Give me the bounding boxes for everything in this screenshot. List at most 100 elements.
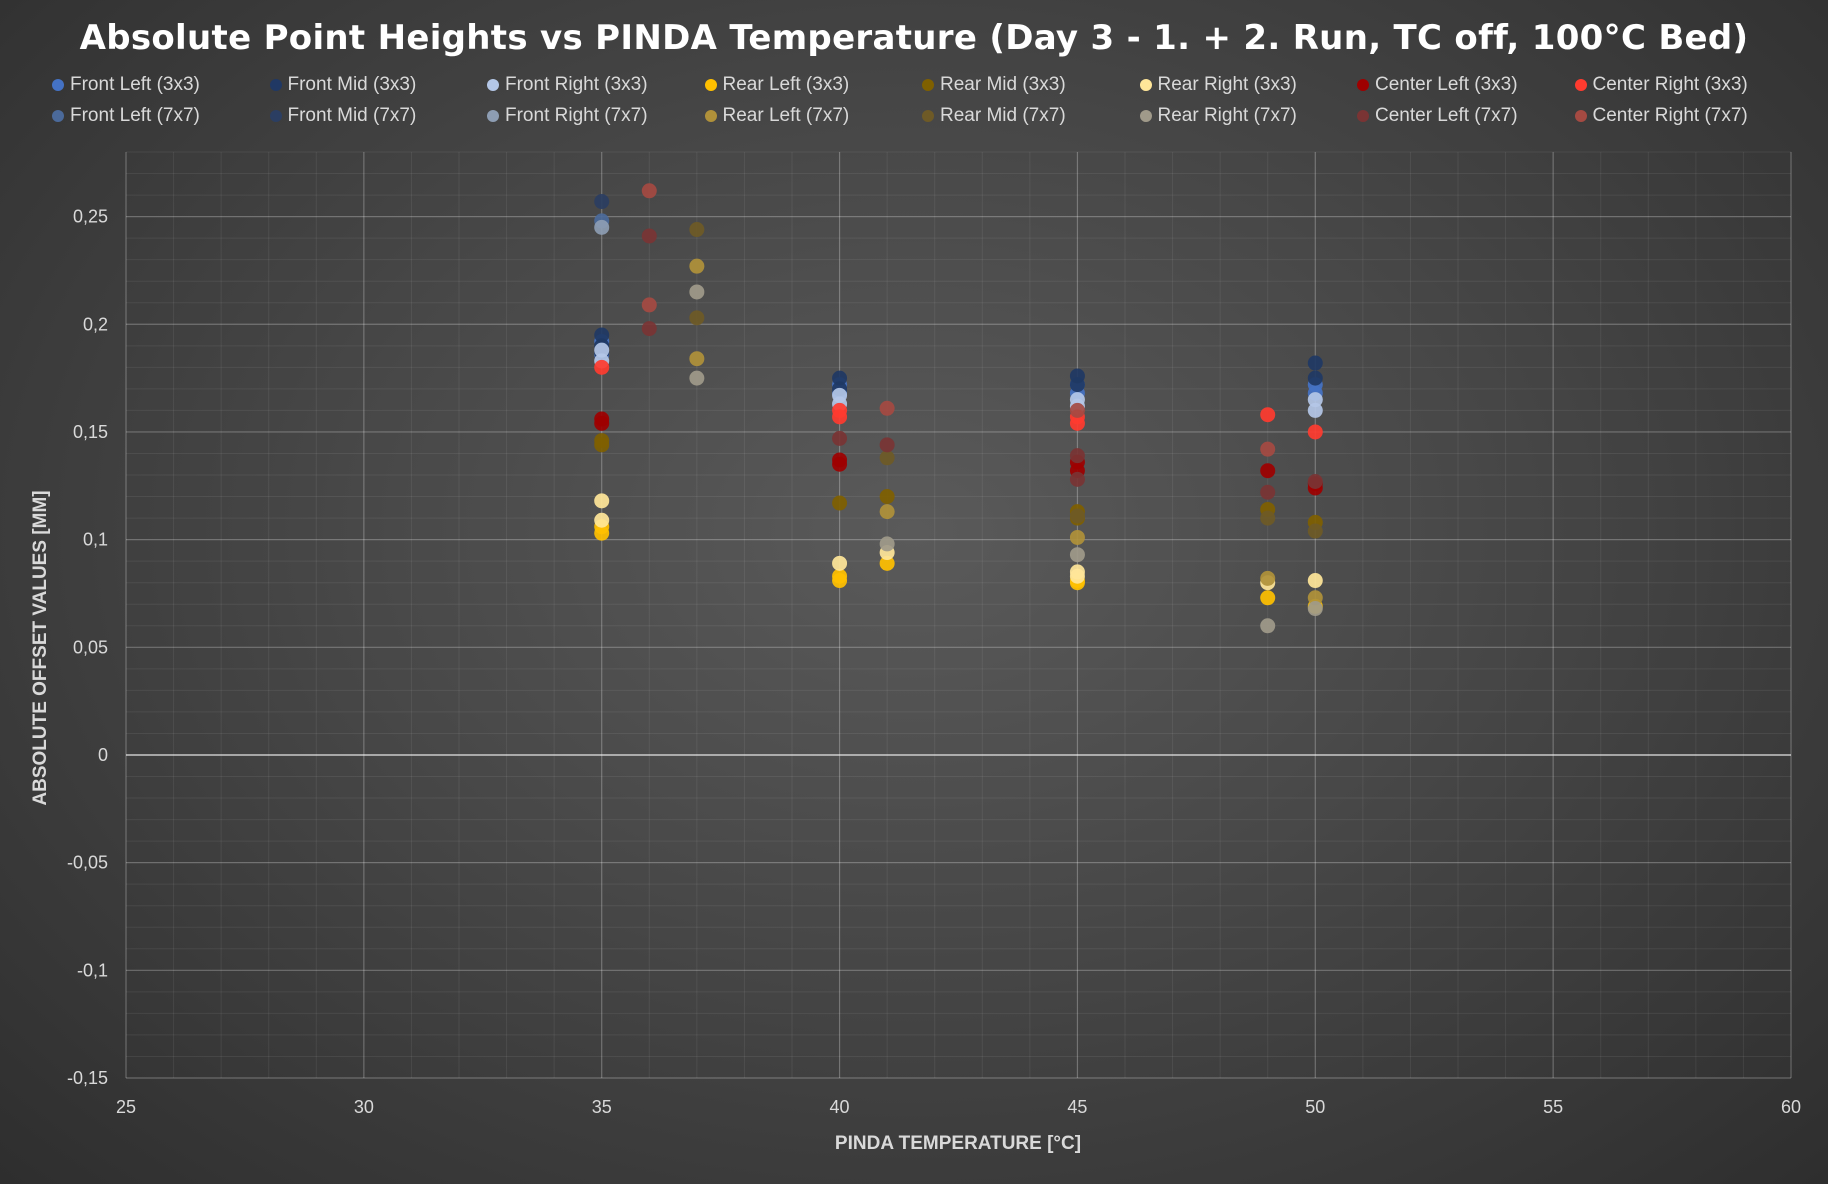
legend-label: Front Right (3x3)	[505, 73, 648, 95]
legend-item: Front Right (7x7)	[487, 103, 705, 128]
legend-swatch	[922, 109, 934, 122]
data-point	[879, 437, 895, 453]
data-point	[689, 310, 705, 326]
data-point	[594, 437, 610, 453]
legend-item: Front Mid (7x7)	[269, 103, 488, 128]
x-tick-label: 40	[830, 1097, 850, 1117]
grid-lines	[125, 151, 1792, 1079]
data-point	[689, 370, 705, 386]
data-point	[1307, 590, 1323, 606]
x-tick-label: 50	[1305, 1097, 1325, 1117]
x-tick-label: 35	[592, 1097, 612, 1117]
legend-swatch	[1357, 109, 1369, 122]
chart-legend: Front Left (3x3) Front Mid (3x3) Front Rig…	[52, 72, 1792, 128]
legend-label: Front Mid (3x3)	[287, 73, 417, 95]
x-tick-label: 25	[116, 1097, 136, 1117]
data-point	[594, 327, 610, 343]
data-point	[641, 183, 657, 199]
x-tick-label: 45	[1067, 1097, 1087, 1117]
series-rear-left-3x3	[594, 519, 1323, 614]
data-point	[1069, 415, 1085, 431]
legend-swatch	[269, 78, 282, 91]
data-point	[879, 504, 895, 520]
data-point	[832, 456, 848, 472]
y-tick-label: 0,05	[73, 637, 108, 657]
x-axis-ticks: 25 30 35 40 45 50 55 60	[116, 1097, 1801, 1117]
series-center-right-7x7	[641, 183, 1276, 457]
legend-label: Rear Left (3x3)	[722, 73, 850, 95]
data-point	[1307, 523, 1323, 539]
data-point	[689, 258, 705, 274]
legend-label: Rear Mid (3x3)	[940, 73, 1066, 95]
y-tick-label: -0,05	[67, 853, 108, 873]
legend-swatch	[704, 78, 717, 91]
x-tick-label: 55	[1543, 1097, 1563, 1117]
legend-swatch	[487, 109, 499, 122]
data-point	[594, 342, 610, 358]
data-point	[1069, 448, 1085, 464]
data-point	[1307, 392, 1323, 408]
data-point	[1260, 463, 1276, 479]
data-point	[879, 489, 895, 505]
legend-swatch	[1139, 109, 1152, 122]
data-point	[1307, 402, 1323, 418]
x-tick-label: 30	[354, 1097, 374, 1117]
series-rear-right-3x3	[594, 493, 1323, 591]
legend-item: Center Right (7x7)	[1574, 103, 1793, 128]
data-point	[689, 284, 705, 300]
legend-swatch	[704, 109, 717, 122]
series-front-mid-7x7	[594, 194, 610, 210]
data-point	[1260, 510, 1276, 526]
data-point	[594, 493, 610, 509]
series-center-left-7x7	[641, 228, 1323, 500]
data-point	[1260, 407, 1276, 423]
legend-item: Center Left (7x7)	[1357, 103, 1575, 128]
legend-item: Front Left (7x7)	[52, 103, 270, 128]
data-point	[1260, 590, 1276, 606]
legend-label: Front Mid (7x7)	[287, 104, 417, 126]
data-point	[594, 512, 610, 528]
data-point	[1069, 547, 1085, 563]
data-point	[879, 555, 895, 571]
data-point	[879, 450, 895, 466]
series-center-right-3x3	[594, 359, 1323, 440]
data-point	[1069, 568, 1085, 584]
data-point	[1069, 402, 1085, 418]
data-point	[641, 297, 657, 313]
data-point	[832, 430, 848, 446]
legend-item: Front Mid (3x3)	[269, 72, 488, 97]
series-rear-mid-3x3	[594, 433, 1323, 530]
legend-label: Rear Right (3x3)	[1157, 73, 1297, 95]
legend-item: Front Left (3x3)	[52, 72, 270, 97]
legend-item: Front Right (3x3)	[487, 72, 705, 97]
data-point	[1069, 529, 1085, 545]
data-point	[1260, 570, 1276, 586]
data-point	[1069, 508, 1085, 524]
x-axis-title: PINDA TEMPERATURE [°C]	[835, 1133, 1081, 1154]
data-point	[594, 359, 610, 375]
data-point	[689, 351, 705, 367]
data-point	[1069, 471, 1085, 487]
legend-swatch	[52, 109, 64, 122]
y-tick-label: -0,15	[67, 1068, 108, 1088]
y-axis-title: ABSOLUTE OFFSET VALUES [MM]	[30, 490, 51, 805]
data-point	[1307, 601, 1323, 617]
legend-swatch	[1574, 78, 1587, 91]
legend-label: Front Left (3x3)	[70, 73, 200, 95]
y-axis-ticks: -0,15 -0,1 -0,05 0 0,05 0,1 0,15 0,2 0,25	[67, 207, 108, 1088]
legend-label: Center Right (3x3)	[1592, 73, 1748, 95]
data-point	[879, 400, 895, 416]
x-tick-label: 60	[1781, 1097, 1801, 1117]
data-point	[689, 222, 705, 238]
data-point	[1307, 473, 1323, 489]
data-point	[641, 321, 657, 337]
y-tick-label: 0,1	[83, 530, 108, 550]
data-points	[594, 183, 1323, 634]
data-point	[832, 409, 848, 425]
legend-item: Rear Left (7x7)	[704, 103, 923, 128]
y-tick-label: 0,15	[73, 422, 108, 442]
data-point	[594, 194, 610, 210]
legend-swatch	[1139, 78, 1152, 91]
legend-swatch	[922, 78, 934, 91]
